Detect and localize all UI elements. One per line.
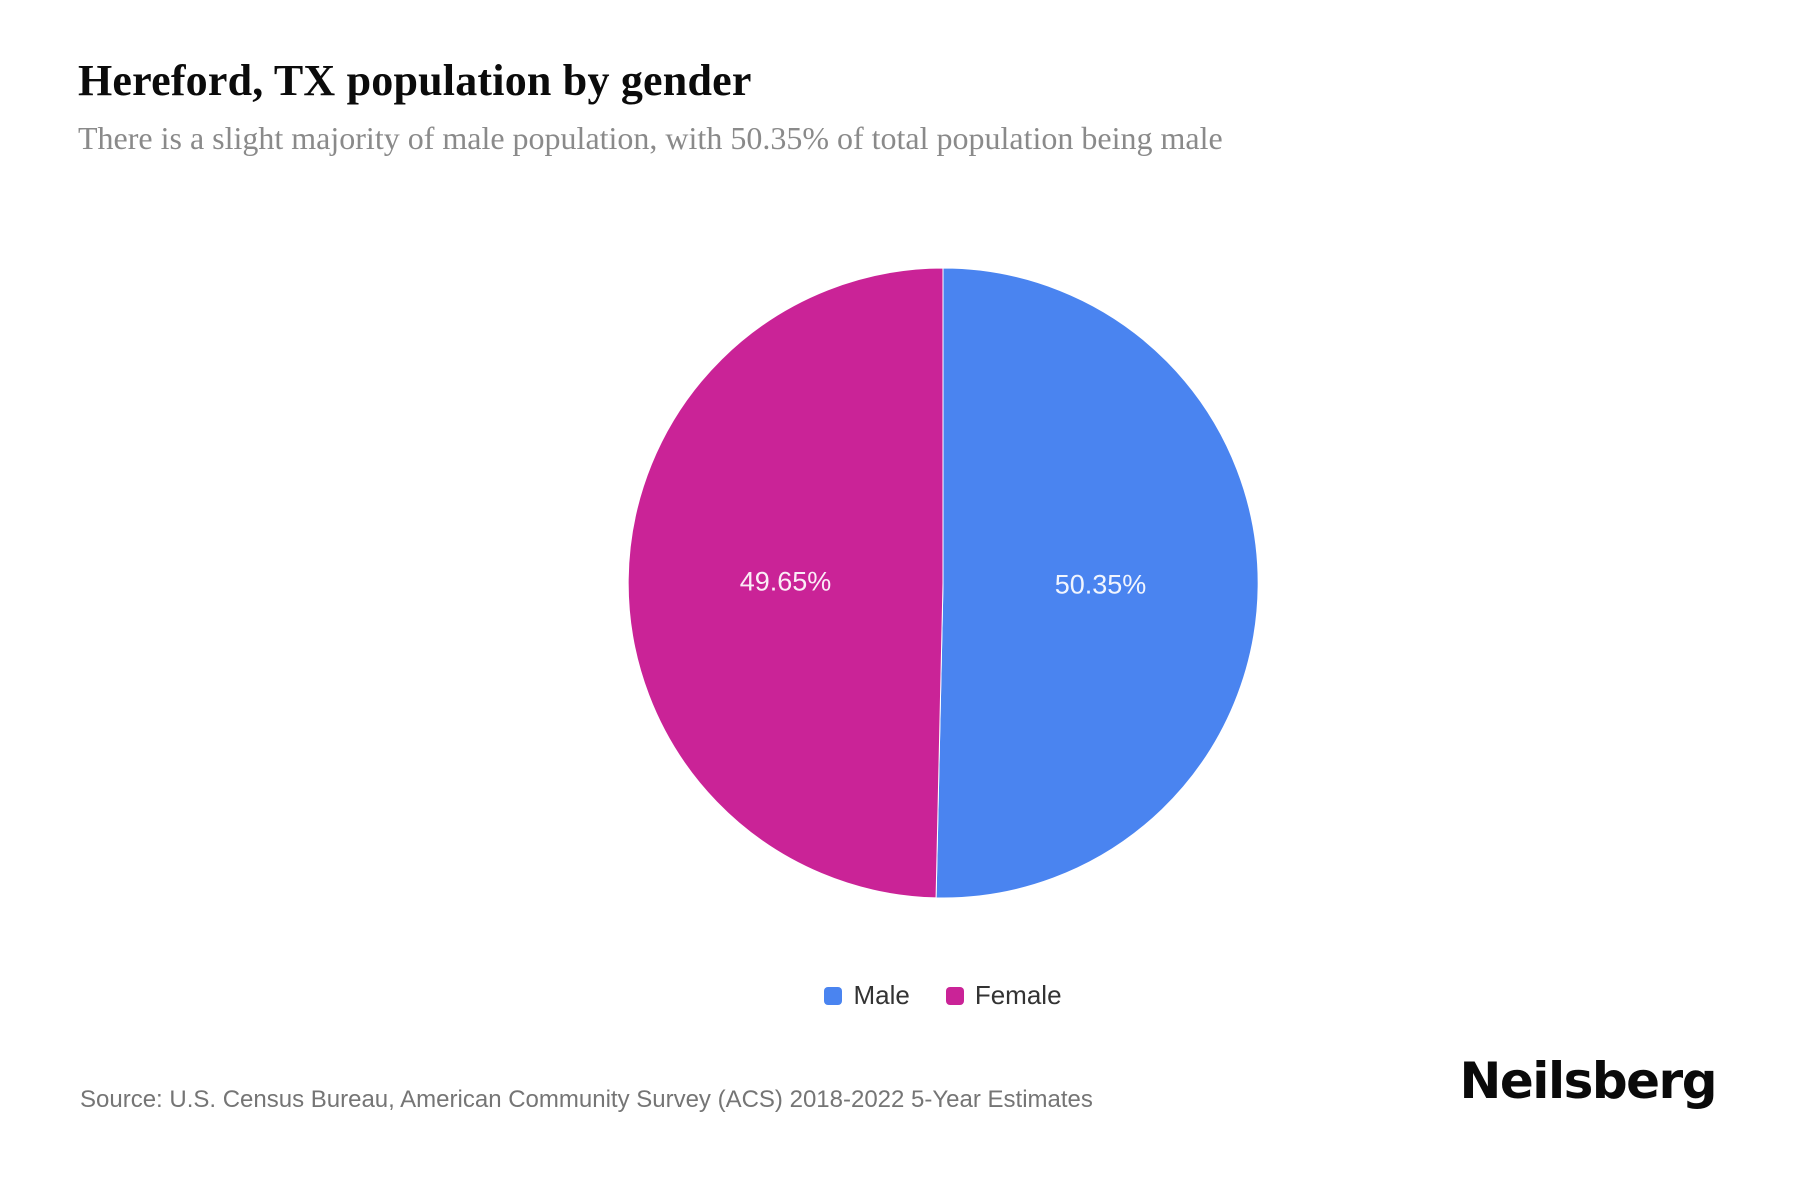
legend-label-female: Female [974, 980, 1062, 1010]
legend-swatch-male [824, 986, 843, 1005]
chart-title: Hereford, TX population by gender [78, 56, 752, 105]
pie-slice-female[interactable] [627, 267, 944, 899]
source-attribution: Source: U.S. Census Bureau, American Com… [80, 1086, 1093, 1113]
pie-slice-male[interactable] [935, 267, 1259, 899]
chart-subtitle: There is a slight majority of male popul… [78, 120, 1223, 156]
legend-item-male[interactable]: Male [824, 980, 910, 1011]
chart-legend: Male Female [603, 980, 1283, 1011]
neilsberg-logo: Neilsberg [1459, 1052, 1718, 1110]
pie-chart: 50.35% 49.65% [627, 267, 1259, 899]
legend-swatch-female [945, 986, 964, 1005]
slice-label-male: 50.35% [1055, 570, 1147, 600]
legend-label-male: Male [853, 980, 910, 1010]
slice-label-female: 49.65% [740, 566, 832, 596]
legend-item-female[interactable]: Female [945, 980, 1062, 1011]
